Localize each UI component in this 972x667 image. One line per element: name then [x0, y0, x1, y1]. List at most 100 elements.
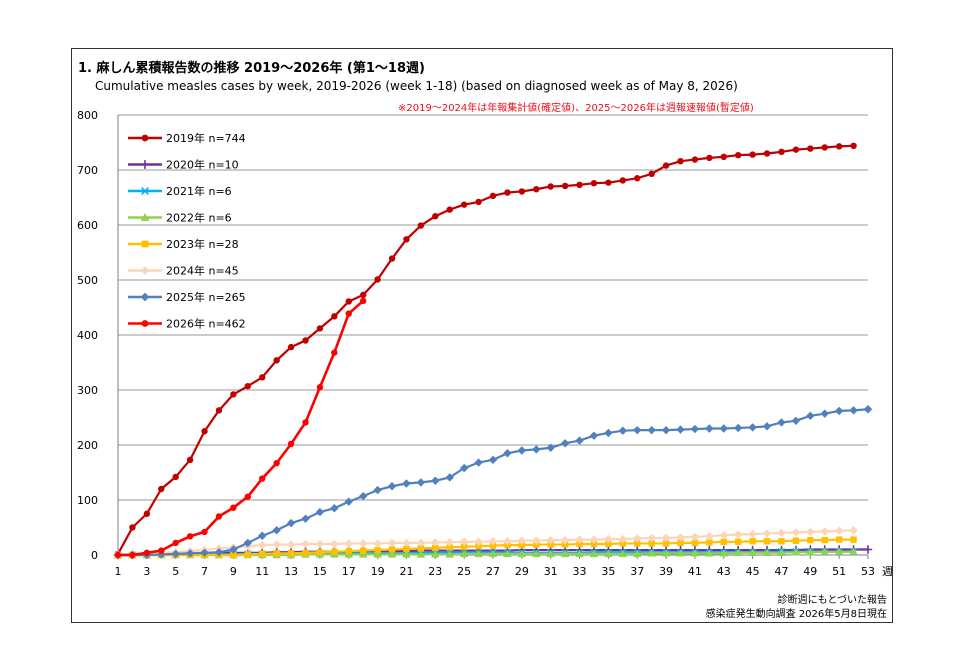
data-point: [417, 222, 425, 229]
data-point: [777, 528, 786, 538]
data-point: [719, 549, 728, 557]
data-point: [359, 291, 367, 299]
data-point: [474, 458, 483, 467]
data-point: [185, 549, 195, 558]
data-point: [835, 143, 843, 150]
data-point: [200, 548, 209, 557]
x-tick-label: 39: [659, 565, 673, 578]
y-tick-label: 400: [77, 329, 98, 342]
data-point: [778, 148, 785, 156]
data-point: [647, 549, 656, 557]
data-point: [114, 551, 122, 559]
data-point: [777, 548, 786, 556]
legend-item: 2023年 n=28: [128, 237, 239, 251]
y-tick-label: 600: [77, 219, 98, 232]
x-tick-label: 31: [544, 565, 558, 578]
data-point: [733, 530, 743, 539]
data-point: [445, 473, 454, 482]
legend-item: 2024年 n=45: [128, 264, 239, 278]
data-point: [661, 533, 671, 543]
x-tick-label: 13: [284, 565, 298, 578]
data-point: [488, 537, 498, 546]
data-point: [243, 538, 253, 548]
footer-survey-date: 感染症発生動向調査 2026年5月8日現在: [705, 609, 887, 620]
y-tick-label: 0: [91, 549, 98, 562]
data-point: [792, 146, 800, 153]
data-point: [863, 545, 873, 554]
data-point: [748, 548, 757, 556]
legend-item: 2022年 n=6: [128, 211, 232, 225]
data-point: [560, 439, 570, 448]
chart-title: 1. 麻しん累積報告数の推移 2019～2026年 (第1～18週): [78, 61, 425, 76]
data-point: [705, 532, 714, 541]
data-point: [791, 548, 801, 556]
data-point: [647, 425, 656, 435]
data-point: [777, 418, 786, 427]
data-point: [459, 537, 469, 546]
series-7: [114, 297, 367, 559]
data-point: [403, 545, 410, 553]
data-point: [834, 526, 844, 535]
legend-label: 2022年 n=6: [166, 211, 232, 225]
data-point: [215, 513, 223, 520]
data-point: [140, 213, 150, 221]
data-point: [691, 539, 699, 547]
data-point: [388, 255, 396, 262]
data-point: [416, 478, 426, 487]
x-tick-label: 25: [457, 565, 471, 578]
data-point: [820, 527, 829, 536]
data-point: [140, 160, 150, 169]
data-point: [576, 181, 583, 189]
data-point: [618, 549, 628, 558]
chart-note: ※2019～2024年は年報集計値(確定値)、2025～2026年は週報速報値(…: [398, 103, 754, 114]
x-tick-label: 43: [717, 565, 731, 578]
data-point: [158, 485, 165, 493]
data-point: [546, 535, 555, 545]
x-tick-label: 49: [803, 565, 817, 578]
data-point: [230, 391, 237, 398]
data-point: [141, 134, 149, 142]
data-point: [316, 325, 324, 332]
data-point: [503, 549, 512, 558]
data-point: [762, 422, 772, 431]
data-point: [287, 343, 295, 351]
data-point: [459, 463, 469, 473]
data-point: [259, 550, 266, 558]
data-point: [690, 549, 700, 557]
data-point: [445, 538, 454, 547]
data-point: [546, 549, 555, 558]
data-point: [748, 423, 757, 432]
data-point: [517, 536, 527, 545]
data-point: [532, 549, 541, 558]
data-point: [158, 547, 165, 554]
data-point: [287, 440, 295, 448]
legend-item: 2020年 n=10: [128, 158, 239, 172]
data-point: [661, 425, 671, 435]
legend-label: 2024年 n=45: [166, 264, 239, 278]
data-point: [575, 436, 584, 445]
data-point: [720, 153, 727, 160]
data-point: [302, 549, 309, 556]
data-point: [474, 549, 483, 558]
data-point: [820, 409, 829, 418]
data-point: [748, 529, 757, 539]
data-point: [315, 507, 325, 517]
data-point: [157, 550, 166, 559]
data-point: [273, 550, 280, 557]
y-tick-label: 500: [77, 274, 98, 287]
data-point: [835, 536, 843, 543]
data-point: [619, 177, 627, 184]
x-tick-label: 41: [688, 565, 702, 578]
x-tick-label: 37: [630, 565, 644, 578]
x-tick-label: 11: [255, 565, 269, 578]
data-point: [301, 539, 310, 549]
data-point: [705, 424, 714, 433]
data-point: [791, 416, 801, 425]
data-point: [286, 540, 296, 549]
data-point: [575, 549, 584, 558]
data-point: [460, 201, 468, 208]
data-point: [358, 491, 368, 501]
data-point: [316, 384, 324, 391]
data-point: [387, 538, 397, 548]
